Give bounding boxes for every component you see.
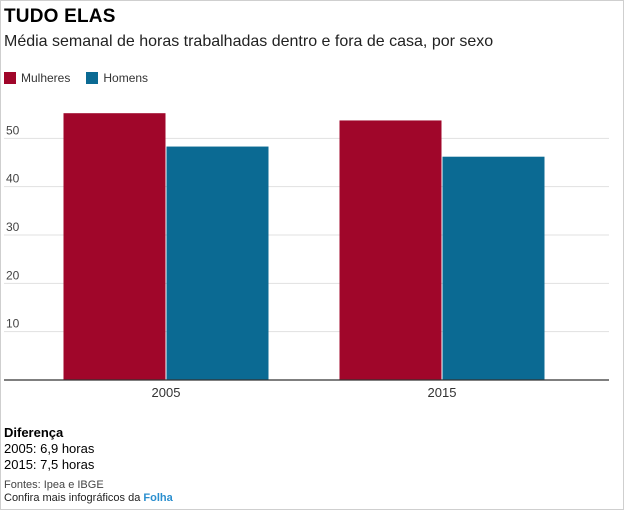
legend-item-homens: Homens <box>86 71 148 85</box>
legend-label-homens: Homens <box>103 71 149 85</box>
credit-brand-link[interactable]: Folha <box>143 492 173 504</box>
bar-mulheres-2015 <box>339 120 442 380</box>
credit-line: Confira mais infográficos da Folha <box>4 492 173 504</box>
sources-note: Fontes: Ipea e IBGE <box>4 479 104 491</box>
difference-title: Diferença <box>4 425 64 440</box>
y-tick-label-20: 20 <box>6 268 20 282</box>
bar-mulheres-2005 <box>63 113 166 380</box>
credit-prefix: Confira mais infográficos da <box>4 492 144 504</box>
legend-swatch-mulheres <box>4 72 16 84</box>
bar-chart: 10 20 30 40 50 2005 2015 <box>4 113 609 400</box>
legend-label-mulheres: Mulheres <box>21 71 71 85</box>
legend-swatch-homens <box>86 72 99 84</box>
chart-title: TUDO ELAS <box>4 6 116 27</box>
x-tick-label-2015: 2015 <box>428 385 457 400</box>
difference-2015: 2015: 7,5 horas <box>4 457 95 472</box>
y-tick-label-50: 50 <box>6 123 20 137</box>
difference-2005: 2005: 6,9 horas <box>4 441 95 456</box>
difference-block: Diferença 2005: 6,9 horas 2015: 7,5 hora… <box>4 425 94 473</box>
legend-item-mulheres: Mulheres <box>4 71 70 85</box>
y-tick-label-30: 30 <box>6 220 20 234</box>
y-tick-label-40: 40 <box>6 172 20 186</box>
x-tick-label-2005: 2005 <box>152 385 181 400</box>
y-tick-label-10: 10 <box>6 317 20 331</box>
bar-homens-2005 <box>166 146 269 380</box>
legend: Mulheres Homens <box>4 71 164 85</box>
bar-homens-2015 <box>442 156 545 380</box>
chart-subtitle: Média semanal de horas trabalhadas dentr… <box>4 33 494 50</box>
